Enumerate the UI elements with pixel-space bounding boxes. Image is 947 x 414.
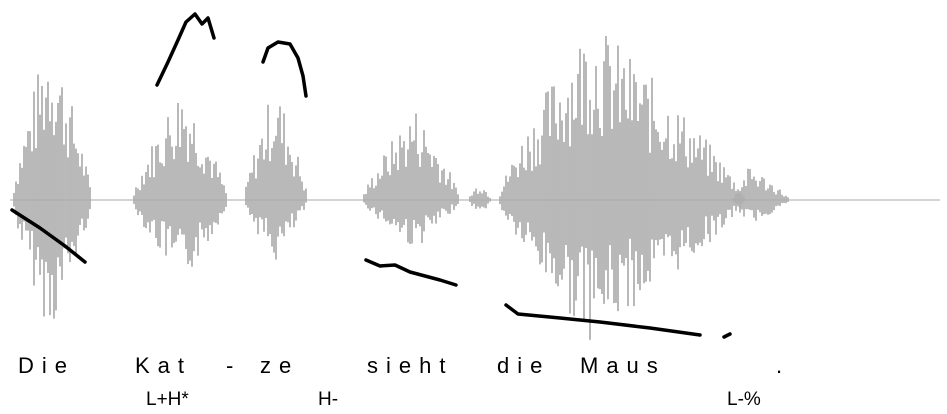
pitch-contour [155,12,216,87]
word: Maus [580,353,666,378]
word: - [226,353,241,378]
word: die [497,353,550,378]
tone-label: L+H* [146,389,189,410]
word: sieht [367,353,453,378]
words: Die Kat - ze sieht die Maus . [18,353,790,378]
word: Die [18,353,75,378]
waveform [13,36,789,340]
tone-label: L-% [727,389,761,410]
word: . [776,353,790,378]
pitch-contour [261,40,308,98]
pitch-contour [10,208,87,264]
word: ze [260,353,299,378]
pitch-contour [722,332,732,339]
tone-label: H- [318,389,338,410]
pitch-contour [364,258,458,287]
tones: L+H* H- L-% [146,389,761,410]
word: Kat [135,353,192,378]
pitch-contours [10,12,732,339]
pitch-contour [504,303,702,337]
